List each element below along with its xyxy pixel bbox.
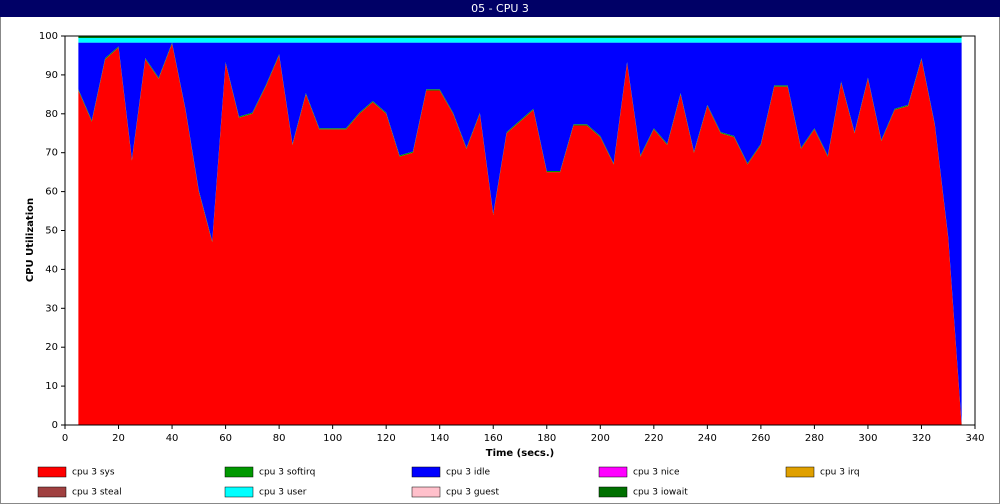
areas (78, 36, 962, 425)
legend-label: cpu 3 idle (446, 468, 491, 478)
title-bar (0, 0, 1000, 17)
legend-label: cpu 3 iowait (633, 488, 688, 498)
y-tick-label: 70 (45, 148, 58, 159)
legend-swatch (411, 466, 441, 478)
x-tick-label: 240 (698, 433, 717, 444)
x-tick-label: 80 (273, 433, 286, 444)
x-tick-label: 140 (430, 433, 449, 444)
area (78, 42, 962, 424)
legend-label: cpu 3 steal (72, 488, 122, 498)
y-tick-label: 0 (52, 420, 58, 431)
y-tick-label: 40 (45, 264, 58, 275)
y-tick-label: 30 (45, 303, 58, 314)
legend-swatch (37, 466, 67, 478)
legend-swatch (411, 486, 441, 498)
legend-swatch (598, 466, 628, 478)
legend-label: cpu 3 guest (446, 488, 499, 498)
x-tick-label: 340 (965, 433, 984, 444)
legend-label: cpu 3 user (259, 488, 307, 498)
x-tick-label: 120 (377, 433, 396, 444)
y-tick-label: 20 (45, 342, 58, 353)
x-tick-label: 300 (858, 433, 877, 444)
legend-swatch (598, 486, 628, 498)
legend-label: cpu 3 irq (820, 468, 860, 478)
x-axis-label: Time (secs.) (486, 448, 555, 459)
legend-swatch (785, 466, 815, 478)
x-tick-label: 40 (166, 433, 179, 444)
y-axis-label: CPU Utilization (25, 198, 36, 282)
x-tick-label: 20 (112, 433, 125, 444)
x-tick-label: 180 (537, 433, 556, 444)
legend-label: cpu 3 softirq (259, 468, 315, 478)
y-tick-label: 80 (45, 109, 58, 120)
legend-label: cpu 3 nice (633, 468, 680, 478)
x-tick-label: 320 (912, 433, 931, 444)
legend-swatch (37, 486, 67, 498)
x-tick-label: 260 (751, 433, 770, 444)
y-tick-label: 90 (45, 70, 58, 81)
y-tick-label: 60 (45, 187, 58, 198)
area (78, 43, 962, 425)
x-tick-label: 60 (219, 433, 232, 444)
y-tick-label: 10 (45, 381, 58, 392)
legend-swatch (224, 486, 254, 498)
x-tick-label: 200 (591, 433, 610, 444)
chart-title: 05 - CPU 3 (471, 2, 529, 15)
y-tick-label: 100 (39, 31, 58, 42)
x-tick-label: 280 (805, 433, 824, 444)
area (78, 37, 962, 43)
x-tick-label: 160 (484, 433, 503, 444)
x-tick-label: 100 (323, 433, 342, 444)
legend-swatch (224, 466, 254, 478)
legend-label: cpu 3 sys (72, 468, 115, 478)
x-tick-label: 0 (62, 433, 68, 444)
y-tick-label: 50 (45, 226, 58, 237)
x-tick-label: 220 (644, 433, 663, 444)
